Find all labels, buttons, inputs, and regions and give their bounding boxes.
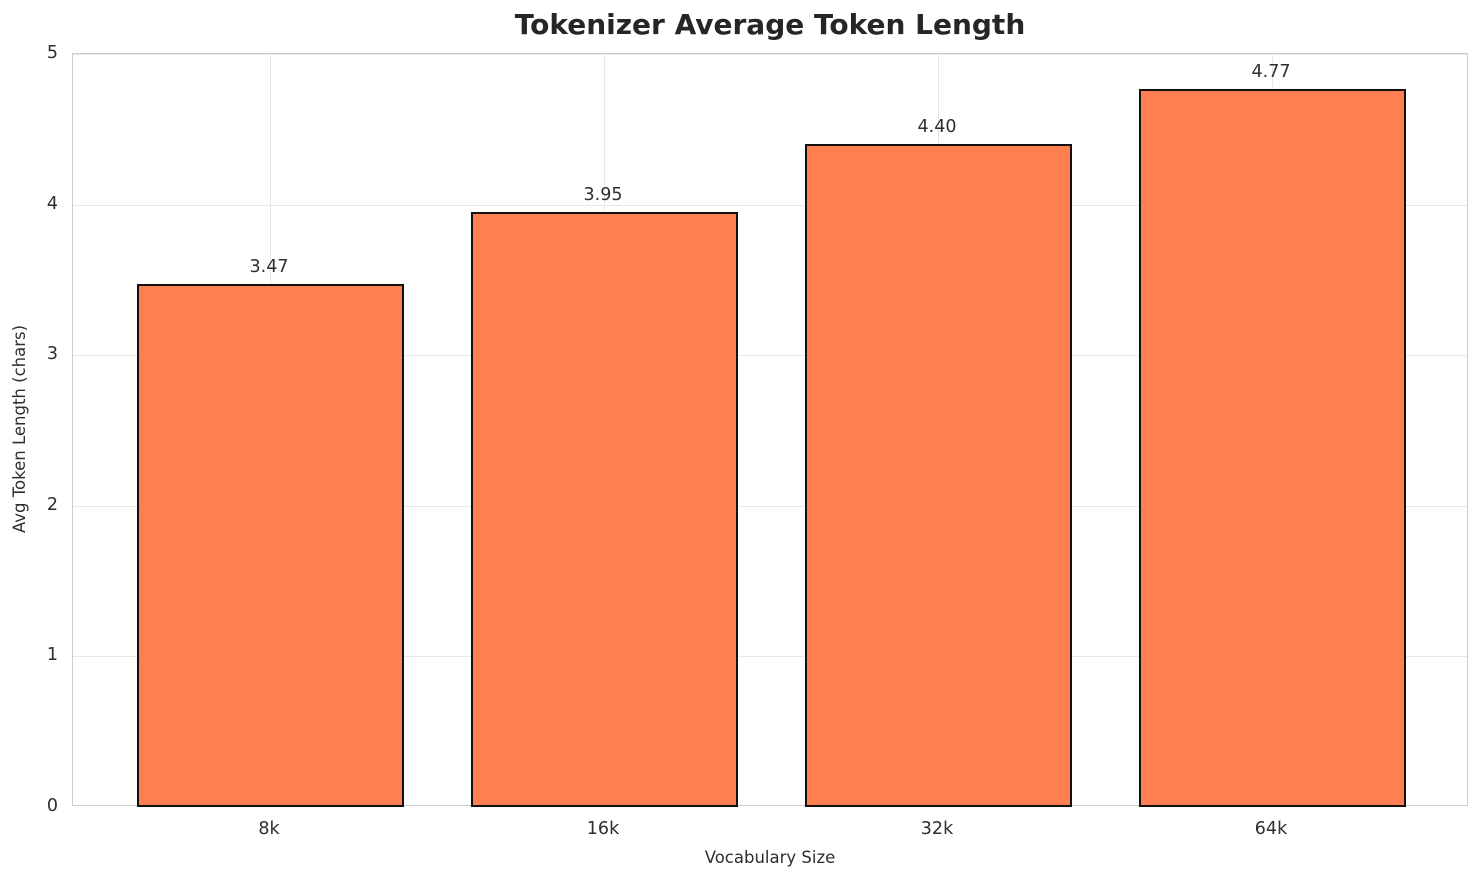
ytick-label-4: 4 — [46, 193, 58, 214]
xtick-label-32k: 32k — [920, 819, 954, 839]
ytick-label-1: 1 — [46, 645, 58, 666]
xtick-label-64k: 64k — [1254, 819, 1288, 839]
ytick-label-0: 0 — [46, 796, 58, 816]
bar-64k — [1138, 88, 1406, 807]
ytick-label-2: 2 — [46, 494, 58, 515]
bar-8k — [136, 284, 404, 807]
gridline-y-5 — [73, 54, 1467, 55]
bar-value-label-64k: 4.77 — [1251, 61, 1291, 82]
bar-32k — [804, 144, 1072, 807]
gridline-y-3 — [73, 355, 1467, 357]
plot-area — [72, 53, 1468, 807]
gridline-y-1 — [73, 656, 1467, 658]
x-axis-label: Vocabulary Size — [704, 848, 836, 867]
xtick-label-16k: 16k — [586, 819, 620, 839]
ytick-label-5: 5 — [46, 43, 58, 63]
bar-value-label-32k: 4.40 — [917, 117, 957, 138]
gridline-y-2 — [73, 505, 1467, 507]
bar-value-label-8k: 3.47 — [249, 257, 289, 278]
bar-16k — [470, 212, 738, 807]
bar-value-label-16k: 3.95 — [583, 185, 623, 206]
xtick-label-8k: 8k — [258, 819, 280, 839]
ytick-label-3: 3 — [46, 344, 58, 365]
gridline-y-4 — [73, 204, 1467, 206]
chart-title: Tokenizer Average Token Length — [514, 8, 1026, 41]
